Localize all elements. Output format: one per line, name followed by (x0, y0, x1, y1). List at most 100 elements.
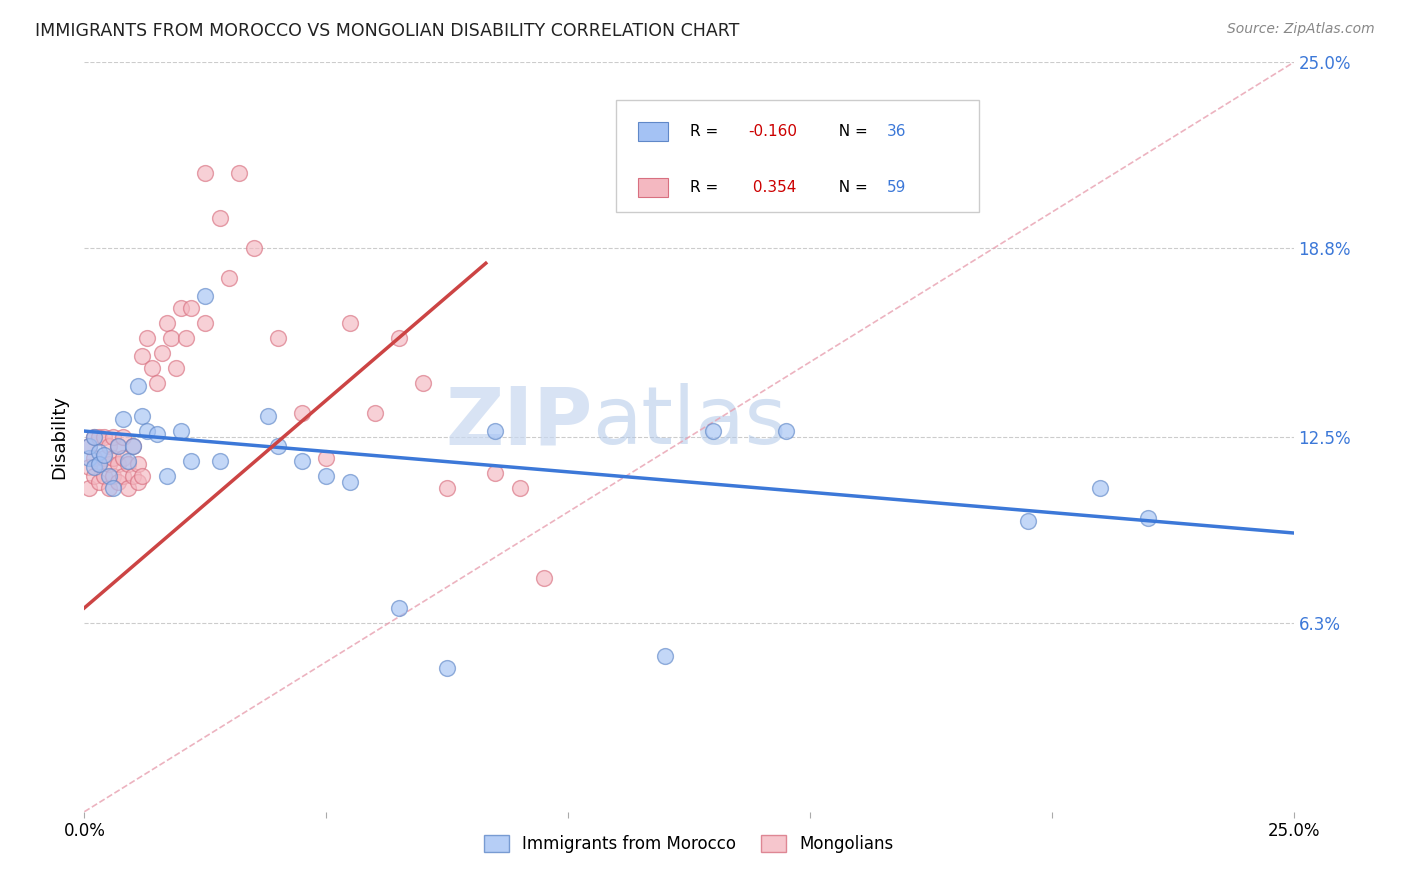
Point (112, 412, 135, 426)
Point (77, 439, 100, 453)
Text: Source: ZipAtlas.com: Source: ZipAtlas.com (1227, 22, 1375, 37)
Text: N =: N = (830, 124, 873, 139)
Point (775, 424, 797, 438)
Point (412, 376, 434, 391)
Point (121, 469, 143, 483)
Point (228, 166, 250, 180)
Text: R =: R = (690, 180, 723, 195)
Text: ZIP: ZIP (444, 383, 592, 461)
Legend: Immigrants from Morocco, Mongolians: Immigrants from Morocco, Mongolians (477, 828, 901, 860)
Point (1017, 514, 1039, 528)
Point (267, 331, 290, 345)
Text: R =: R = (690, 124, 723, 139)
Point (257, 409, 280, 423)
Point (93, 448, 115, 462)
Point (131, 469, 153, 483)
Point (87, 457, 110, 471)
Point (533, 571, 555, 585)
Point (170, 424, 193, 438)
Point (180, 301, 202, 316)
Point (388, 331, 411, 345)
Point (107, 475, 129, 489)
Point (654, 648, 676, 663)
Point (180, 454, 202, 468)
Point (77, 460, 100, 475)
FancyBboxPatch shape (616, 100, 979, 212)
Bar (638, 178, 668, 197)
Point (208, 211, 231, 226)
Point (107, 439, 129, 453)
Point (107, 439, 129, 453)
Point (131, 409, 153, 423)
Point (87, 430, 110, 444)
Point (155, 469, 177, 483)
Point (87, 457, 110, 471)
Point (291, 406, 314, 420)
Point (121, 439, 143, 453)
Point (509, 481, 531, 495)
Point (436, 661, 458, 675)
Text: atlas: atlas (592, 383, 786, 461)
Point (117, 457, 139, 471)
Point (146, 427, 169, 442)
Point (208, 454, 231, 468)
Point (93, 451, 115, 466)
Point (83, 430, 105, 444)
Point (87, 475, 110, 489)
Point (1088, 481, 1111, 495)
Point (155, 316, 177, 330)
Point (83, 430, 105, 444)
Point (97, 469, 120, 483)
Point (160, 331, 183, 345)
Point (131, 349, 153, 363)
Point (103, 451, 125, 466)
Point (194, 289, 217, 303)
Text: -0.160: -0.160 (748, 124, 797, 139)
Point (112, 451, 135, 466)
Point (83, 469, 105, 483)
Point (291, 454, 314, 468)
Bar (638, 122, 668, 141)
Point (136, 424, 159, 438)
Text: N =: N = (830, 180, 873, 195)
Point (117, 454, 139, 468)
Point (77, 481, 100, 495)
Point (141, 361, 163, 376)
Point (93, 469, 115, 483)
Point (170, 301, 193, 316)
Point (77, 439, 100, 453)
Point (267, 439, 290, 453)
Point (121, 439, 143, 453)
Point (83, 451, 105, 466)
Point (363, 406, 385, 420)
Point (150, 346, 173, 360)
Point (127, 475, 149, 489)
Point (242, 241, 264, 255)
Point (1137, 511, 1160, 525)
Point (103, 469, 125, 483)
Point (484, 424, 506, 438)
Point (174, 331, 197, 345)
Point (112, 430, 135, 444)
Point (194, 166, 217, 180)
Text: 36: 36 (887, 124, 907, 139)
Point (103, 430, 125, 444)
Point (146, 376, 169, 391)
Point (315, 469, 337, 483)
Point (97, 457, 120, 471)
Point (127, 379, 149, 393)
Point (97, 439, 120, 453)
Point (388, 601, 411, 615)
Point (117, 481, 139, 495)
Y-axis label: Disability: Disability (51, 395, 69, 479)
Point (93, 430, 115, 444)
Point (484, 466, 506, 480)
Point (339, 475, 361, 489)
Point (194, 316, 217, 330)
Point (127, 457, 149, 471)
Point (165, 361, 187, 376)
Point (107, 457, 129, 471)
Point (77, 451, 100, 466)
Point (97, 481, 120, 495)
Point (83, 460, 105, 475)
